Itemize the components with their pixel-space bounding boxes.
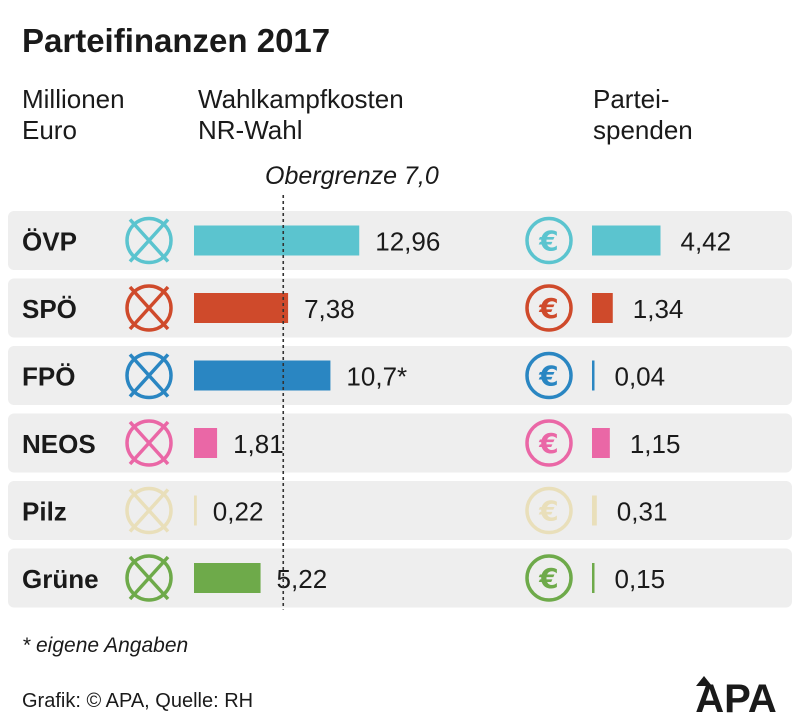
campaign-cost-bar bbox=[194, 293, 289, 323]
party-row: Pilz 0,22 €0,31 bbox=[8, 481, 792, 540]
ballot-cross-icon bbox=[125, 216, 173, 265]
donation-bar bbox=[592, 360, 595, 391]
donation-bar bbox=[592, 563, 595, 593]
euro-circle bbox=[525, 419, 573, 467]
ballot-circle bbox=[125, 216, 173, 265]
limit-label: Obergrenze 7,0 bbox=[265, 162, 439, 190]
ballot-cross-icon bbox=[125, 486, 173, 535]
party-label: ÖVP bbox=[22, 227, 77, 257]
euro-circle bbox=[525, 554, 573, 602]
campaign-cost-bar bbox=[194, 225, 360, 256]
donation-value: 0,04 bbox=[615, 362, 666, 392]
ballot-cross-line bbox=[128, 555, 170, 601]
ballot-cross-icon bbox=[125, 419, 173, 467]
campaign-cost-bar bbox=[194, 495, 197, 526]
euro-sign: € bbox=[538, 292, 558, 325]
apa-logo: APA bbox=[695, 676, 777, 714]
party-label: NEOS bbox=[22, 429, 96, 459]
donation-value: 1,15 bbox=[630, 429, 681, 459]
euro-circle bbox=[525, 351, 573, 400]
ballot-cross-icon bbox=[125, 554, 173, 602]
donation-value: 4,42 bbox=[681, 227, 732, 257]
party-row: FPÖ 10,7* €0,04 bbox=[8, 346, 792, 405]
credit: Grafik: © APA, Quelle: RH bbox=[22, 690, 254, 712]
campaign-cost-bar bbox=[194, 360, 331, 391]
euro-sign: € bbox=[538, 495, 558, 528]
campaign-cost-value: 7,38 bbox=[304, 294, 355, 324]
donation-value: 1,34 bbox=[633, 294, 684, 324]
campaign-cost-bar bbox=[194, 563, 261, 593]
ballot-cross-line bbox=[128, 218, 170, 263]
campaign-cost-value: 12,96 bbox=[375, 227, 440, 257]
donation-bar bbox=[592, 225, 661, 256]
footnote: * eigene Angaben bbox=[22, 634, 189, 657]
campaign-cost-value: 5,22 bbox=[277, 564, 328, 594]
donation-bar bbox=[592, 495, 597, 526]
euro-coin-icon: € bbox=[525, 486, 573, 535]
party-row: ÖVP 12,96 €4,42 bbox=[8, 211, 792, 270]
party-label: Pilz bbox=[22, 497, 67, 527]
euro-circle bbox=[525, 216, 573, 265]
campaign-cost-bar bbox=[194, 428, 218, 458]
ballot-circle bbox=[125, 554, 173, 602]
euro-coin-icon: € bbox=[525, 554, 573, 602]
campaign-cost-value: 0,22 bbox=[213, 497, 264, 527]
ballot-circle bbox=[125, 351, 173, 400]
logo-triangle-icon bbox=[696, 676, 712, 686]
party-row: NEOS 1,81 €1,15 bbox=[8, 413, 792, 473]
euro-sign: € bbox=[538, 225, 558, 258]
ballot-circle bbox=[125, 284, 173, 332]
donation-value: 0,31 bbox=[617, 497, 668, 527]
ballot-cross-icon bbox=[125, 351, 173, 400]
donation-bar bbox=[592, 293, 613, 323]
chart-svg: ÖVP 12,96 €4,42 SPÖ 7,38 €1,34 FPÖ 10,7* €0,04 NE… bbox=[8, 195, 792, 610]
ballot-cross-line bbox=[128, 285, 170, 331]
ballot-cross-line bbox=[128, 353, 170, 398]
party-row: Grüne 5,22 €0,15 bbox=[8, 548, 792, 608]
euro-coin-icon: € bbox=[525, 419, 573, 467]
ballot-cross-line bbox=[128, 488, 170, 533]
campaign-costs-header: Wahlkampfkosten NR-Wahl bbox=[198, 84, 404, 146]
donations-header: Partei- spenden bbox=[593, 84, 693, 146]
party-label: SPÖ bbox=[22, 294, 77, 324]
unit-label-line-2: Euro bbox=[22, 115, 77, 145]
unit-label: Millionen Euro bbox=[22, 84, 125, 146]
euro-sign: € bbox=[538, 360, 558, 393]
party-label: FPÖ bbox=[22, 362, 75, 392]
donations-header-line-2: spenden bbox=[593, 115, 693, 145]
ballot-cross-icon bbox=[125, 284, 173, 332]
donation-value: 0,15 bbox=[615, 564, 666, 594]
party-row: SPÖ 7,38 €1,34 bbox=[8, 278, 792, 338]
unit-label-line-1: Millionen bbox=[22, 84, 125, 114]
euro-coin-icon: € bbox=[525, 216, 573, 265]
campaign-cost-value: 1,81 bbox=[233, 429, 284, 459]
campaign-cost-value: 10,7* bbox=[346, 362, 407, 392]
euro-circle bbox=[525, 486, 573, 535]
euro-coin-icon: € bbox=[525, 284, 573, 332]
campaign-costs-header-line-2: NR-Wahl bbox=[198, 115, 303, 145]
ballot-circle bbox=[125, 486, 173, 535]
campaign-costs-header-line-1: Wahlkampfkosten bbox=[198, 84, 404, 114]
ballot-circle bbox=[125, 419, 173, 467]
ballot-cross-line bbox=[128, 420, 170, 466]
donation-bar bbox=[592, 428, 610, 458]
chart-title: Parteifinanzen 2017 bbox=[22, 22, 331, 59]
euro-circle bbox=[525, 284, 573, 332]
euro-sign: € bbox=[538, 427, 558, 460]
euro-coin-icon: € bbox=[525, 351, 573, 400]
euro-sign: € bbox=[538, 562, 558, 595]
donations-header-line-1: Partei- bbox=[593, 84, 670, 114]
party-label: Grüne bbox=[22, 564, 99, 594]
logo-text: APA bbox=[695, 677, 776, 714]
